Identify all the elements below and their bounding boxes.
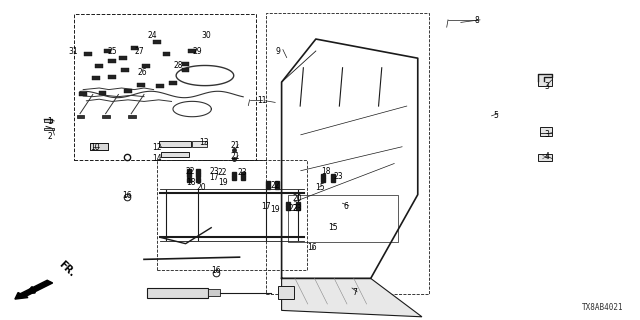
Text: 10: 10 [90, 143, 100, 152]
Bar [182, 62, 189, 66]
Text: 15: 15 [315, 183, 325, 192]
Text: 11: 11 [258, 96, 267, 105]
Bar [142, 64, 150, 68]
Bar [156, 84, 164, 88]
Text: 17: 17 [260, 202, 271, 211]
Bar [77, 115, 84, 118]
Bar [538, 74, 552, 86]
Bar [119, 56, 127, 60]
Text: 15: 15 [328, 223, 338, 232]
Text: 26: 26 [137, 68, 147, 76]
Bar [102, 115, 110, 118]
Text: 14: 14 [152, 154, 162, 163]
Text: 16: 16 [211, 266, 221, 275]
Text: 29: 29 [192, 47, 202, 56]
Bar [131, 46, 138, 50]
Text: 2: 2 [47, 132, 52, 140]
Text: 18: 18 [322, 167, 331, 176]
Text: 3: 3 [545, 82, 550, 91]
Bar [192, 141, 207, 147]
Text: 23: 23 [333, 172, 343, 180]
Text: 22: 22 [218, 168, 227, 177]
Text: 7: 7 [353, 288, 358, 297]
Bar [161, 152, 189, 157]
Text: 23: 23 [292, 204, 303, 213]
Bar [153, 40, 161, 44]
Text: 8: 8 [474, 16, 479, 25]
Bar [169, 81, 177, 85]
Bar [44, 119, 52, 122]
Bar [159, 141, 191, 147]
Text: 31: 31 [68, 47, 79, 56]
Bar [278, 286, 294, 299]
Bar [163, 52, 170, 56]
Text: 20: 20 [292, 194, 303, 203]
Bar [266, 13, 429, 294]
Text: 23: 23 [209, 167, 220, 176]
Bar [108, 59, 116, 63]
Bar [74, 14, 256, 160]
Bar [84, 52, 92, 56]
Text: 4: 4 [545, 152, 550, 161]
Text: 22: 22 [186, 167, 195, 176]
Text: 13: 13 [198, 138, 209, 147]
Bar [124, 89, 132, 93]
Text: 27: 27 [134, 47, 145, 56]
Text: 19: 19 [270, 205, 280, 214]
Text: 19: 19 [218, 178, 228, 187]
Bar [121, 68, 129, 72]
Text: 12: 12 [152, 143, 161, 152]
Text: 20: 20 [196, 183, 207, 192]
Text: 22: 22 [271, 181, 280, 190]
Text: 25: 25 [107, 47, 117, 56]
Bar [182, 68, 189, 72]
Bar [147, 288, 208, 298]
Bar [540, 127, 552, 136]
Text: 28: 28 [173, 61, 182, 70]
Bar [188, 49, 196, 53]
Text: 3: 3 [545, 130, 550, 139]
Bar [108, 75, 116, 79]
Text: 18: 18 [186, 178, 195, 187]
Polygon shape [282, 278, 422, 317]
Bar [288, 195, 398, 243]
Text: 22: 22 [289, 204, 298, 213]
Text: 9: 9 [276, 47, 281, 56]
Text: 6: 6 [343, 202, 348, 211]
Bar [95, 64, 103, 68]
Bar [44, 128, 54, 130]
Bar [208, 289, 220, 296]
Bar [538, 154, 552, 161]
Bar [157, 160, 307, 270]
Bar [104, 49, 111, 53]
Text: 17: 17 [209, 173, 220, 182]
Bar [90, 143, 108, 150]
Text: 21: 21 [231, 152, 240, 161]
Bar [99, 91, 106, 95]
Text: 21: 21 [231, 141, 240, 150]
Text: 5: 5 [493, 111, 499, 120]
Text: FR.: FR. [56, 259, 76, 278]
Text: TX8AB4021: TX8AB4021 [582, 303, 624, 312]
Bar [137, 83, 145, 87]
FancyArrow shape [15, 280, 52, 299]
Text: 1: 1 [47, 117, 52, 126]
Text: 30: 30 [201, 31, 211, 40]
Text: 24: 24 [147, 31, 157, 40]
Text: 23: 23 [237, 168, 247, 177]
Text: 16: 16 [307, 244, 317, 252]
Bar [92, 76, 100, 80]
Bar [128, 115, 136, 118]
Bar [79, 92, 87, 96]
Text: 16: 16 [122, 191, 132, 200]
Bar [90, 143, 108, 150]
